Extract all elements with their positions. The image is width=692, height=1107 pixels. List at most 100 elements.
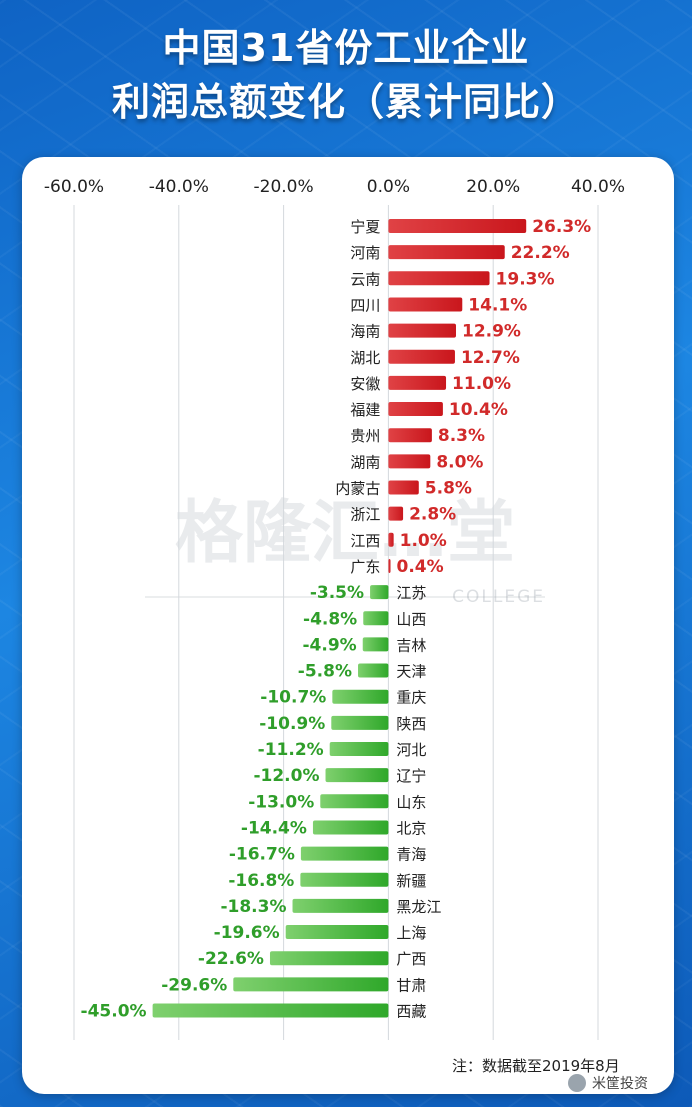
data-label: 14.1% (468, 295, 527, 315)
category-label: 山东 (396, 793, 426, 811)
category-label: 北京 (396, 819, 426, 837)
data-label: 8.3% (438, 426, 485, 446)
category-label: 湖南 (350, 453, 380, 471)
category-label: 江西 (350, 532, 380, 550)
category-label: 天津 (396, 663, 426, 681)
data-label: -16.8% (228, 871, 294, 891)
footnote: 注：数据截至2019年8月 (452, 1057, 620, 1075)
category-label: 黑龙江 (396, 898, 441, 916)
x-tick-label: 40.0% (571, 177, 625, 197)
category-label: 安徽 (350, 375, 380, 393)
bar (370, 585, 389, 600)
bar (331, 715, 389, 730)
data-label: 12.7% (461, 348, 520, 368)
data-label: -4.8% (303, 609, 357, 629)
data-label: 0.4% (396, 557, 443, 577)
data-label: -45.0% (81, 1002, 147, 1022)
bar (233, 977, 389, 992)
data-label: -10.7% (260, 688, 326, 708)
chart-title-line2: 利润总额变化（累计同比） (111, 80, 580, 124)
data-label: -18.3% (220, 897, 286, 917)
category-label: 山西 (396, 610, 426, 628)
category-label: 重庆 (396, 689, 426, 707)
category-label: 广西 (396, 950, 426, 968)
category-label: 新疆 (396, 872, 426, 890)
bar (388, 480, 419, 495)
category-label: 陕西 (396, 715, 426, 733)
category-label: 四川 (350, 296, 380, 314)
bar (269, 951, 389, 966)
category-label: 河北 (396, 741, 426, 759)
data-label: -5.8% (298, 662, 352, 682)
data-label: 12.9% (462, 322, 521, 342)
data-label: -3.5% (310, 583, 364, 603)
bar (388, 454, 431, 469)
category-label: 海南 (350, 323, 380, 341)
category-label: 江苏 (396, 584, 426, 602)
data-label: 8.0% (436, 452, 483, 472)
brand-label: 米筐投资 (592, 1076, 648, 1092)
watermark-subtext: COLLEGE (452, 587, 545, 607)
bar (388, 219, 527, 233)
data-label: -29.6% (161, 975, 227, 995)
watermark: 格隆汇…堂 COLLEGE (145, 494, 545, 607)
bar (388, 297, 463, 312)
bar (388, 245, 505, 260)
data-label: -12.0% (253, 766, 319, 786)
x-tick-label: -60.0% (44, 177, 104, 197)
category-label: 辽宁 (396, 767, 426, 785)
bar (388, 428, 432, 443)
bar (388, 558, 391, 573)
data-label: -10.9% (259, 714, 325, 734)
bar (358, 663, 389, 678)
bar (388, 532, 394, 547)
data-label: -14.4% (241, 818, 307, 838)
x-tick-label: 0.0% (367, 177, 410, 197)
bar (388, 349, 455, 364)
data-label: 5.8% (425, 479, 472, 499)
data-label: 10.4% (449, 400, 508, 420)
data-label: -13.0% (248, 792, 314, 812)
category-label: 河南 (350, 244, 380, 262)
category-label: 贵州 (350, 427, 380, 445)
bar (325, 768, 389, 783)
data-label: 11.0% (452, 374, 511, 394)
category-label: 湖北 (350, 349, 380, 367)
bar (388, 323, 456, 338)
bar (388, 375, 447, 390)
bar (320, 794, 389, 809)
bar (152, 1003, 389, 1018)
bar (388, 506, 404, 521)
bar (362, 637, 389, 652)
category-label: 吉林 (396, 636, 426, 654)
brand-mark: 米筐投资 (568, 1073, 648, 1093)
data-label: 22.2% (511, 243, 570, 263)
data-label: -22.6% (198, 949, 264, 969)
data-label: -16.7% (229, 845, 295, 865)
category-label: 宁夏 (350, 218, 380, 236)
bar (332, 689, 389, 704)
x-tick-label: -20.0% (254, 177, 314, 197)
bar (388, 402, 443, 417)
category-label: 上海 (396, 924, 426, 942)
category-label: 西藏 (396, 1003, 426, 1021)
data-label: 1.0% (400, 531, 447, 551)
category-label: 浙江 (350, 506, 380, 524)
bar (300, 872, 389, 887)
data-label: -4.9% (303, 635, 357, 655)
bar (300, 846, 389, 861)
bar (285, 925, 389, 940)
data-label: 26.3% (532, 217, 591, 237)
data-label: 2.8% (409, 505, 456, 525)
chart-title-line1: 中国31省份工业企业 (162, 26, 530, 70)
category-label: 青海 (396, 846, 426, 864)
bar (363, 611, 389, 626)
watermark-text: 格隆汇…堂 (175, 494, 515, 573)
category-label: 内蒙古 (335, 480, 380, 498)
x-tick-label: 20.0% (466, 177, 520, 197)
bar (312, 820, 389, 835)
bar (388, 271, 490, 286)
data-label: 19.3% (496, 269, 555, 289)
bar (292, 898, 389, 913)
